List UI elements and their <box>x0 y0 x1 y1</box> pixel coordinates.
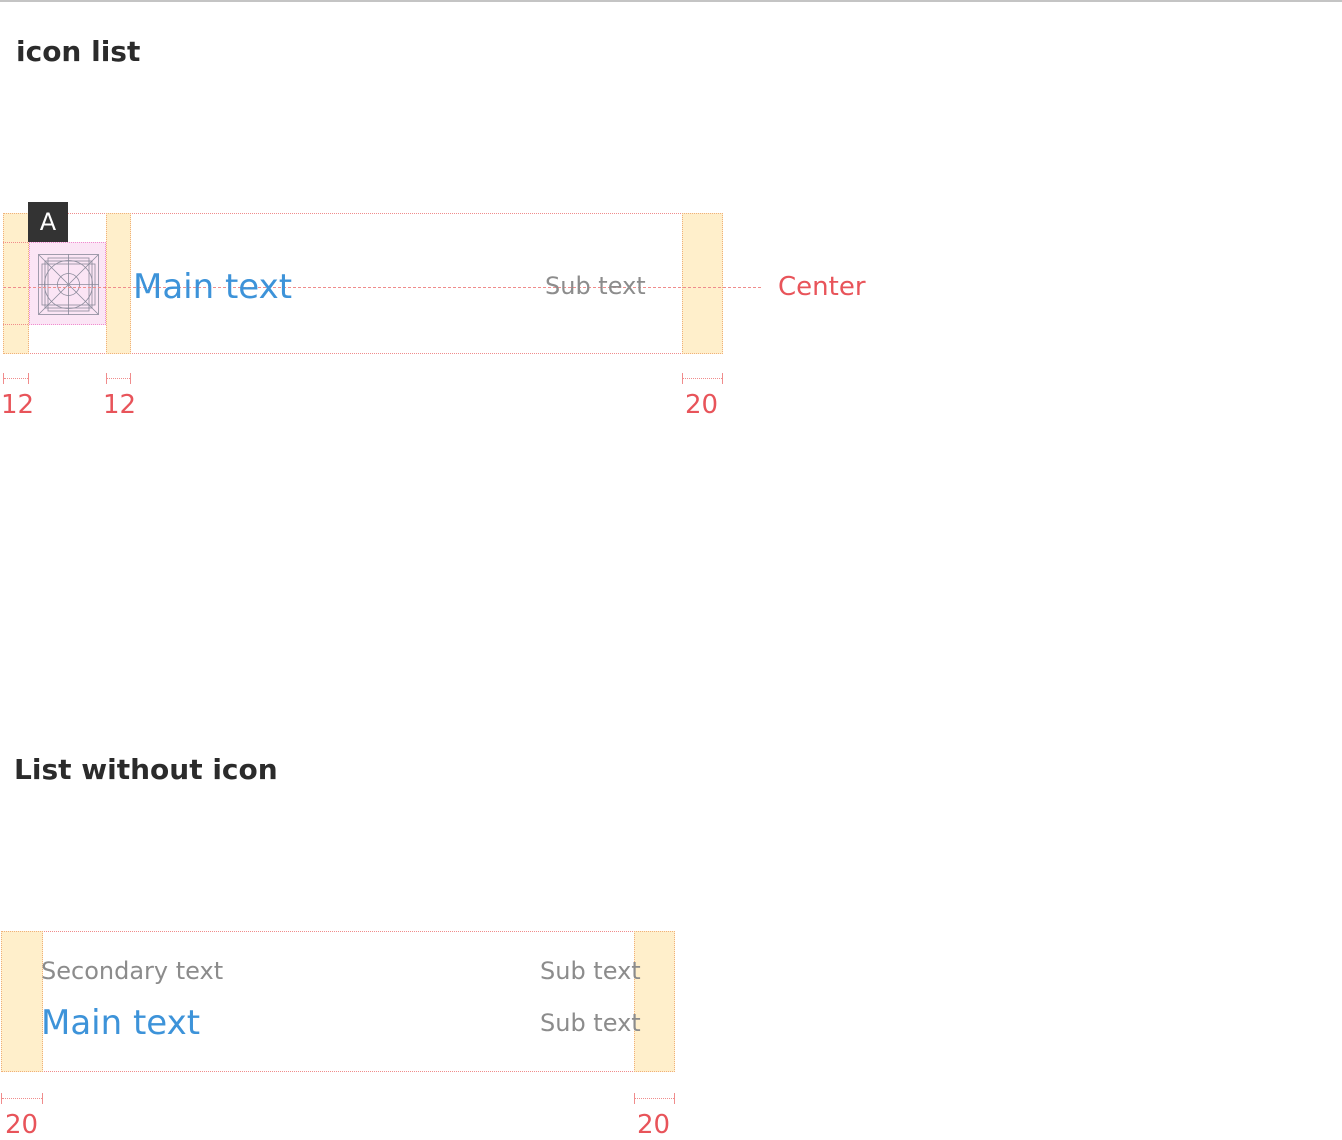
sub-text-top: Sub text <box>540 957 641 985</box>
right-padding-area <box>682 213 723 354</box>
dimension-label-right-padding-no-icon: 20 <box>637 1110 671 1140</box>
sub-text-bottom: Sub text <box>540 1009 641 1037</box>
dimension-right-padding-no-icon <box>634 1093 675 1104</box>
dimension-label-icon-gap: 12 <box>103 390 137 420</box>
top-divider <box>0 0 1342 2</box>
dimension-right-padding <box>682 373 723 384</box>
dimension-label-right-padding: 20 <box>685 390 719 420</box>
center-label: Center <box>778 272 866 302</box>
marker-label-a: A <box>28 202 68 242</box>
list-item-frame-no-icon <box>1 931 675 1072</box>
right-padding-area-no-icon <box>634 931 675 1072</box>
left-padding-area <box>3 213 29 354</box>
section-title-list-without-icon: List without icon <box>14 753 278 786</box>
icon-grid-placeholder-icon <box>38 254 99 315</box>
dimension-left-padding <box>3 373 29 384</box>
dimension-label-left-padding: 12 <box>1 390 35 420</box>
icon-gap-area <box>106 213 131 354</box>
left-padding-area-no-icon <box>1 931 43 1072</box>
section-title-icon-list: icon list <box>16 35 141 68</box>
main-text-no-icon: Main text <box>41 1003 201 1043</box>
icon-area <box>29 242 106 325</box>
dimension-label-left-padding-no-icon: 20 <box>5 1110 39 1140</box>
secondary-text: Secondary text <box>41 957 224 985</box>
dimension-icon-gap <box>106 373 131 384</box>
sub-text: Sub text <box>545 272 646 300</box>
center-guide-line <box>3 287 761 288</box>
main-text: Main text <box>133 267 293 307</box>
dimension-left-padding-no-icon <box>1 1093 43 1104</box>
